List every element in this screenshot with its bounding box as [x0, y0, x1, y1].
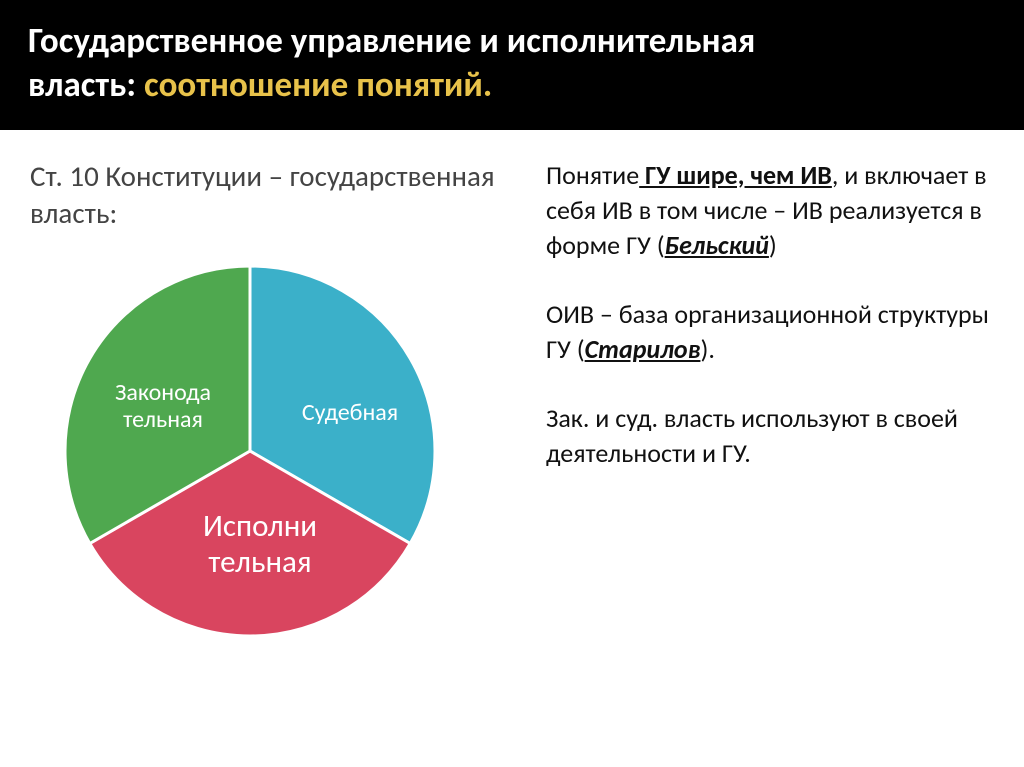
- left-column: Ст. 10 Конституции – государственная вла…: [30, 158, 510, 651]
- page-title: Государственное управление и исполнитель…: [28, 20, 996, 108]
- pie-label-Законодательная: Законодательная: [88, 379, 238, 434]
- pie-label-Исполнительная: Исполнительная: [170, 509, 350, 580]
- title-line2-accent: соотношение понятий.: [144, 64, 492, 106]
- right-column: Понятие ГУ шире, чем ИВ, и включает в се…: [546, 158, 994, 651]
- subtitle: Ст. 10 Конституции – государственная вла…: [30, 158, 510, 233]
- p1-text-a: Понятие: [546, 159, 639, 191]
- title-bar: Государственное управление и исполнитель…: [0, 0, 1024, 130]
- pie-label-Судебная: Судебная: [280, 399, 420, 427]
- title-line2-prefix: власть:: [28, 64, 144, 106]
- pie-chart: Судебная Исполнительная Законодательная: [50, 251, 450, 651]
- p2-text-c: ).: [700, 333, 714, 365]
- p1-text-b: ГУ шире, чем ИВ: [639, 159, 832, 191]
- paragraph-3: Зак. и суд. власть используют в своей де…: [546, 401, 994, 471]
- pie-svg: [50, 251, 450, 651]
- paragraph-1: Понятие ГУ шире, чем ИВ, и включает в се…: [546, 158, 994, 263]
- paragraph-2: ОИВ – база организационной структуры ГУ …: [546, 297, 994, 367]
- p1-author: Бельский: [665, 229, 769, 261]
- title-line1: Государственное управление и исполнитель…: [28, 20, 996, 64]
- p1-text-e: ): [769, 229, 777, 261]
- p2-author: Старилов: [585, 333, 701, 365]
- content-area: Ст. 10 Конституции – государственная вла…: [0, 130, 1024, 651]
